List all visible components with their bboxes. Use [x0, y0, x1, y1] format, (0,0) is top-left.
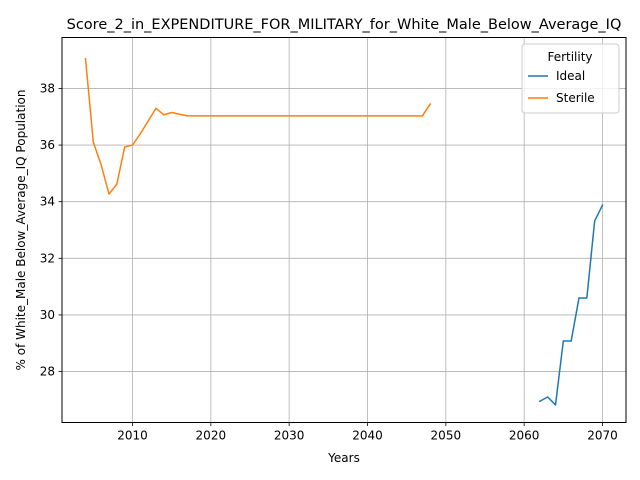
data-point-sterile	[421, 115, 423, 117]
data-point-sterile	[406, 115, 408, 117]
x-tick-label: 2050	[431, 429, 462, 443]
data-point-ideal	[586, 297, 588, 299]
legend-label-ideal: Ideal	[556, 69, 585, 83]
data-point-sterile	[124, 146, 126, 148]
data-point-ideal	[594, 220, 596, 222]
data-point-sterile	[100, 164, 102, 166]
data-point-ideal	[547, 396, 549, 398]
data-point-ideal	[539, 400, 541, 402]
data-point-sterile	[171, 111, 173, 114]
data-point-ideal	[570, 340, 572, 342]
data-point-sterile	[108, 193, 110, 195]
data-point-ideal	[578, 297, 580, 299]
data-point-sterile	[249, 115, 251, 117]
x-tick-label: 2030	[274, 429, 305, 443]
data-point-sterile	[429, 103, 431, 105]
data-point-sterile	[84, 58, 87, 60]
data-point-sterile	[366, 115, 369, 117]
legend-box	[521, 43, 620, 114]
chart-title: Score_2_in_EXPENDITURE_FOR_MILITARY_for_…	[67, 17, 622, 33]
data-point-ideal	[554, 404, 557, 406]
y-tick-label: 36	[40, 138, 55, 152]
y-tick-label: 38	[40, 81, 55, 95]
series-lines	[84, 57, 604, 406]
x-tick-label: 2010	[117, 429, 148, 443]
plot-frame	[61, 37, 627, 423]
data-point-sterile	[210, 115, 212, 117]
data-point-sterile	[163, 114, 165, 116]
x-tick-label: 2070	[587, 429, 618, 443]
y-axis-label: % of White_Male Below_Average_IQ Populat…	[14, 90, 28, 371]
data-point-sterile	[131, 144, 134, 146]
y-axis-ticks: 28 30 32 34 36 38	[40, 81, 62, 379]
data-point-sterile	[147, 120, 149, 122]
data-point-sterile	[155, 107, 157, 109]
grid-lines	[62, 37, 626, 423]
data-point-sterile	[186, 115, 188, 117]
legend-title: Fertility	[547, 50, 592, 64]
series-line-sterile	[84, 57, 432, 195]
legend: Fertility Ideal Sterile	[521, 43, 620, 114]
x-tick-label: 2040	[352, 429, 383, 443]
legend-label-sterile: Sterile	[556, 91, 595, 105]
data-point-sterile	[178, 113, 181, 115]
data-point-ideal	[562, 340, 564, 342]
data-point-sterile	[139, 133, 141, 135]
x-tick-label: 2020	[196, 429, 227, 443]
x-axis-ticks: 2010 2020 2030 2040 2050 2060 2070	[117, 422, 618, 443]
y-tick-label: 32	[40, 251, 55, 265]
x-tick-label: 2060	[509, 429, 540, 443]
data-point-ideal	[601, 204, 604, 206]
data-point-sterile	[116, 183, 118, 185]
data-point-sterile	[327, 115, 329, 117]
y-tick-label: 34	[40, 195, 55, 209]
y-tick-label: 28	[40, 365, 55, 379]
data-point-sterile	[288, 115, 290, 117]
x-axis-label: Years	[327, 451, 360, 465]
data-point-sterile	[92, 141, 94, 143]
y-tick-label: 30	[40, 308, 55, 322]
